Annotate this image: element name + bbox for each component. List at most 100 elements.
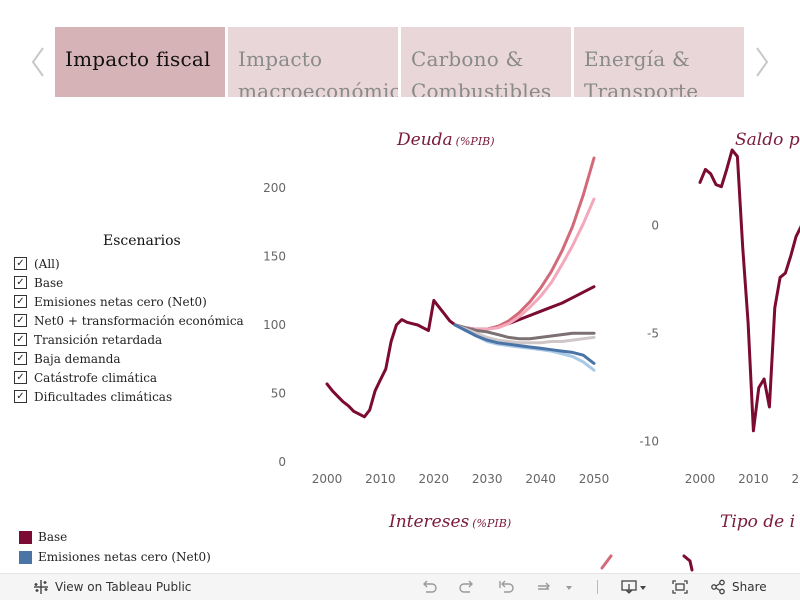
next-arrow-button[interactable] (752, 40, 772, 84)
tableau-logo-icon (34, 580, 48, 594)
tab-label-line2: Combustibles (411, 79, 552, 97)
filter-item-label: Base (34, 275, 64, 290)
deuda-y-tick-label: 150 (263, 250, 286, 264)
tab-carbono-combustibles[interactable]: Carbono & Combustibles (401, 27, 571, 97)
deuda-x-tick-label: 2020 (419, 472, 450, 486)
checkbox-icon[interactable]: ✓ (14, 390, 27, 403)
filter-item-label: Dificultades climáticas (34, 389, 173, 404)
intereses-series-base (682, 554, 694, 572)
revert-icon (499, 580, 514, 593)
deuda-x-tick-label: 2030 (472, 472, 503, 486)
redo-button[interactable] (458, 579, 476, 595)
tableau-toolbar: View on Tableau Public (0, 573, 800, 600)
filter-title: Escenarios (103, 233, 181, 249)
deuda-series-transicion-retardada (453, 323, 596, 341)
toolbar-divider (597, 580, 598, 594)
legend-swatch (19, 550, 32, 564)
undo-icon (423, 580, 437, 593)
intereses-series-net0-transformacion-economica (600, 554, 613, 570)
charts-canvas: 2000 2010 2020 2030 2040 20500501001502002000… (263, 148, 800, 572)
share-label: Share (732, 580, 767, 594)
saldo-x-tick-label: 2000 (685, 472, 716, 486)
revert-button[interactable] (497, 579, 515, 595)
tab-label: Energía & (584, 47, 690, 71)
tab-label-line2: Transporte (584, 79, 699, 97)
checkbox-icon[interactable]: ✓ (14, 352, 27, 365)
share-button[interactable]: Share (710, 579, 767, 595)
undo-button[interactable] (420, 579, 438, 595)
deuda-x-tick-label: 2010 (365, 472, 396, 486)
saldo-y-tick-label: -10 (639, 435, 659, 449)
checkbox-icon[interactable]: ✓ (14, 257, 27, 270)
chevron-right-icon (756, 47, 769, 77)
filter-item-transicion-retardada[interactable]: ✓ Transición retardada (14, 330, 244, 349)
scenario-filter: ✓ (All) ✓ Base ✓ Emisiones netas cero (Net0… (14, 254, 244, 406)
checkbox-icon[interactable]: ✓ (14, 295, 27, 308)
filter-item-baja-demanda[interactable]: ✓ Baja demanda (14, 349, 244, 368)
filter-item-label: Catástrofe climática (34, 370, 158, 385)
color-legend: Base Emisiones netas cero (Net0) (19, 527, 211, 567)
tab-label: Carbono & (411, 47, 524, 71)
filter-item-catastrofe-climatica[interactable]: ✓ Catástrofe climática (14, 368, 244, 387)
checkbox-icon[interactable]: ✓ (14, 276, 27, 289)
legend-label: Emisiones netas cero (Net0) (38, 550, 211, 564)
share-icon (711, 579, 725, 595)
checkbox-icon[interactable]: ✓ (14, 371, 27, 384)
chevron-left-icon (31, 47, 44, 77)
tab-label: Impacto (238, 47, 323, 71)
tab-label: Impacto fiscal (65, 47, 211, 71)
color-legend-item[interactable]: Base (19, 527, 211, 547)
legend-swatch (19, 530, 32, 544)
saldo-x-tick-label: 2010 (738, 472, 769, 486)
deuda-series-dificultades-climaticas (453, 323, 596, 345)
filter-item-net0-transformacion[interactable]: ✓ Net0 + transformación económica (14, 311, 244, 330)
intereses-chart-title: Intereses (%PIB) (389, 512, 512, 532)
color-legend-item[interactable]: Emisiones netas cero (Net0) (19, 547, 211, 567)
download-icon (621, 580, 646, 594)
saldo-group: 2000 2010 2020 -10 -5 0 (639, 148, 800, 486)
refresh-dropdown-button[interactable] (564, 579, 574, 595)
filter-item-label: (All) (34, 256, 60, 271)
deuda-group: 2000 2010 2020 2030 2040 2050 0 50 100 150 200 (263, 156, 610, 486)
filter-item-label: Transición retardada (34, 332, 163, 347)
tab-label-line2: macroeconómico (238, 79, 398, 97)
filter-item-label: Emisiones netas cero (Net0) (34, 294, 207, 309)
deuda-series-base (325, 285, 596, 419)
filter-item-dificultades-climaticas[interactable]: ✓ Dificultades climáticas (14, 387, 244, 406)
prev-arrow-button[interactable] (28, 40, 48, 84)
deuda-y-tick-label: 50 (271, 387, 286, 401)
redo-icon (459, 580, 473, 593)
saldo-x-tick-label: 2020 (792, 472, 800, 486)
filter-item-net0[interactable]: ✓ Emisiones netas cero (Net0) (14, 292, 244, 311)
deuda-y-tick-label: 0 (278, 455, 286, 469)
deuda-y-tick-label: 200 (263, 181, 286, 195)
fullscreen-button[interactable] (671, 579, 689, 595)
deuda-x-tick-label: 2000 (312, 472, 343, 486)
deuda-series-catastrofe-climatica (453, 197, 596, 331)
tab-impacto-macroeconomico[interactable]: Impacto macroeconómico (228, 27, 398, 97)
filter-item-label: Net0 + transformación económica (34, 313, 244, 328)
checkbox-icon[interactable]: ✓ (14, 333, 27, 346)
saldo-chart-title: Saldo p (735, 130, 800, 150)
legend-label: Base (38, 530, 68, 544)
chevron-down-icon (566, 586, 572, 590)
deuda-x-tick-label: 2050 (579, 472, 610, 486)
checkbox-icon[interactable]: ✓ (14, 314, 27, 327)
view-on-tableau-label: View on Tableau Public (55, 580, 192, 594)
deuda-y-tick-label: 100 (263, 318, 286, 332)
tab-impacto-fiscal[interactable]: Impacto fiscal (55, 27, 225, 97)
deuda-series-emisiones-netas-cero-net0 (453, 323, 596, 365)
view-on-tableau-link[interactable]: View on Tableau Public (33, 579, 191, 595)
fullscreen-icon (672, 580, 688, 594)
deuda-chart-title: Deuda (%PIB) (397, 130, 495, 150)
deuda-x-tick-label: 2040 (525, 472, 556, 486)
download-button[interactable] (620, 579, 650, 595)
refresh-icon (538, 582, 550, 590)
refresh-button[interactable] (535, 579, 553, 595)
filter-item-base[interactable]: ✓ Base (14, 273, 244, 292)
saldo-y-tick-label: 0 (651, 219, 659, 233)
filter-item-label: Baja demanda (34, 351, 121, 366)
saldo-y-tick-label: -5 (647, 327, 659, 341)
tab-energia-transporte[interactable]: Energía & Transporte (574, 27, 744, 97)
filter-item-all[interactable]: ✓ (All) (14, 254, 244, 273)
